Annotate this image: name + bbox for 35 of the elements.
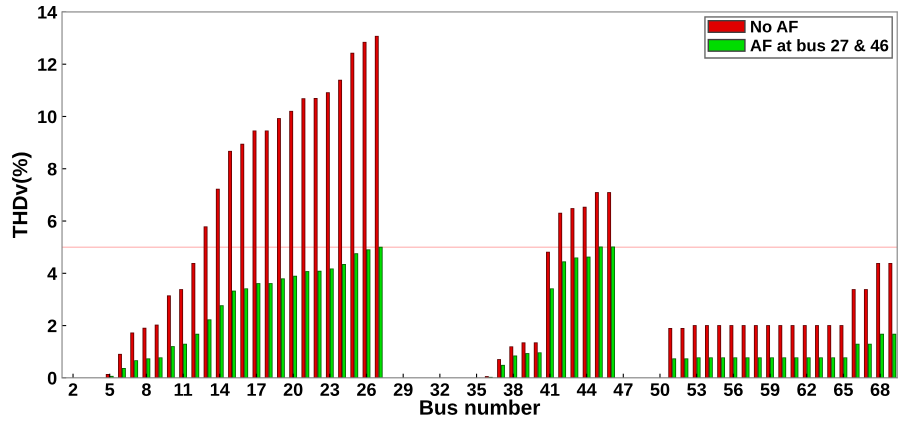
x-tick-label: 38: [504, 383, 523, 396]
x-tick-label: 2: [68, 383, 78, 396]
legend-label: AF at bus 27 & 46: [750, 39, 888, 52]
x-tick-label: 32: [430, 383, 450, 396]
x-tick-label: 35: [466, 383, 486, 396]
x-tick-label: 47: [614, 383, 633, 396]
x-tick-label: 53: [687, 383, 706, 396]
y-tick-label: 6: [48, 214, 57, 228]
x-tick-label: 59: [760, 383, 780, 396]
x-tick-label: 50: [650, 383, 670, 396]
x-tick-label: 26: [357, 383, 376, 396]
x-tick-label: 8: [142, 383, 151, 396]
y-tick-label: 14: [38, 6, 58, 18]
x-tick-label: 14: [210, 383, 230, 396]
y-axis-title: THDv(%): [12, 152, 32, 238]
x-tick-label: 23: [320, 383, 340, 396]
y-tick-label: 8: [48, 162, 57, 176]
x-tick-label: 11: [174, 383, 192, 396]
x-tick-label: 65: [834, 383, 853, 396]
x-axis-title: Bus number: [420, 400, 540, 415]
x-tick-label: 29: [394, 383, 413, 396]
x-tick-label: 68: [870, 383, 890, 396]
x-tick-label: 5: [105, 383, 114, 396]
x-tick-label: 62: [797, 383, 816, 396]
y-tick-label: 4: [47, 267, 58, 280]
y-tick-label: 0: [48, 372, 56, 385]
x-tick-label: 44: [576, 383, 597, 396]
x-tick-label: 41: [540, 383, 560, 396]
x-tick-label: 20: [284, 383, 302, 396]
y-tick-label: 12: [38, 58, 56, 71]
x-tick-label: 17: [248, 383, 266, 396]
x-tick-label: 56: [724, 383, 743, 396]
y-tick-label: 2: [48, 320, 56, 332]
y-tick-label: 10: [38, 110, 56, 124]
legend-label: No AF: [751, 20, 798, 33]
